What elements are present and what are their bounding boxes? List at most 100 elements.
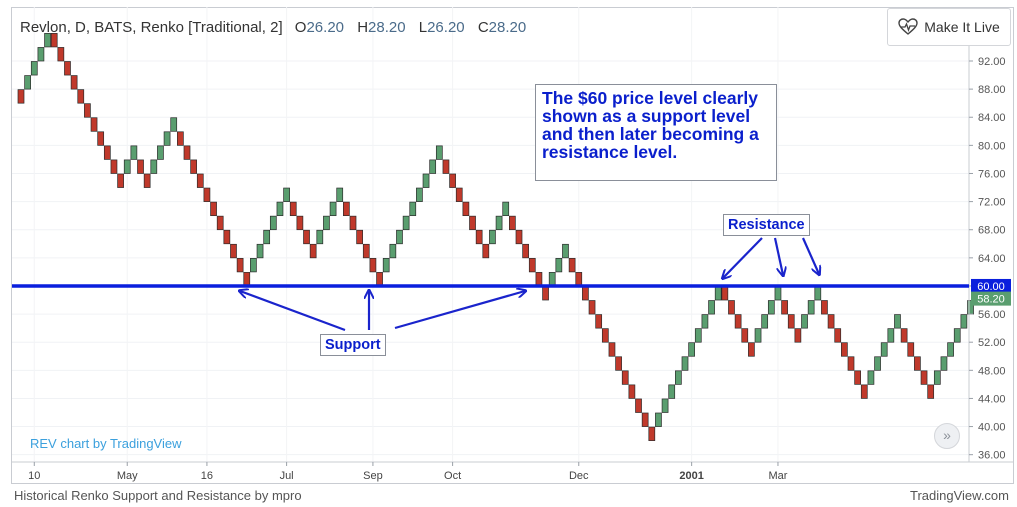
time-tick-label: Sep: [363, 470, 383, 482]
renko-brick-up: [694, 328, 702, 343]
renko-brick-up: [807, 300, 815, 315]
price-axis[interactable]: 92.00 88.00 84.00 80.00 76.00 72.00 68.00 64.00…: [968, 7, 1006, 462]
renko-brick-down: [748, 342, 755, 357]
scroll-to-realtime-button[interactable]: »: [934, 423, 960, 449]
renko-brick-down: [103, 145, 111, 160]
last-price-tag: 58.20: [977, 294, 1005, 306]
renko-brick-up: [701, 314, 709, 329]
renko-brick-down: [914, 356, 921, 371]
renko-brick-up: [489, 229, 496, 245]
chart-header: Revlon, D, BATS, Renko [Traditional, 2] …: [20, 19, 535, 36]
renko-brick-up: [661, 398, 669, 413]
renko-brick-up: [24, 75, 31, 90]
renko-brick-down: [303, 229, 310, 245]
renko-brick-down: [641, 412, 649, 427]
renko-brick-up: [867, 370, 875, 385]
renko-brick-up: [495, 215, 503, 231]
renko-brick-down: [535, 272, 543, 287]
resistance-arrow-right: [801, 237, 819, 274]
price-tick-label: 52.00: [978, 337, 1006, 349]
renko-brick-down: [648, 426, 656, 441]
renko-brick-up: [714, 286, 722, 301]
renko-brick-down: [216, 215, 224, 231]
renko-brick-up: [263, 229, 271, 245]
close-label: C: [477, 19, 489, 36]
renko-brick-up: [502, 201, 510, 217]
level-price-tag: 60.00: [977, 281, 1005, 293]
make-it-live-button[interactable]: Make It Live: [887, 8, 1011, 46]
renko-brick-down: [110, 159, 118, 174]
renko-brick-down: [927, 384, 935, 399]
high-value: 28.20: [368, 19, 406, 36]
renko-brick-down: [289, 201, 297, 217]
price-tick-label: 84.00: [978, 112, 1006, 124]
time-axis[interactable]: 10 May 16 Jul Sep Oct Dec 2001 Mar: [12, 461, 1014, 482]
renko-brick-up: [774, 286, 782, 301]
renko-brick-down: [582, 286, 589, 301]
close-value: 28.20: [488, 19, 527, 36]
renko-brick-down: [907, 342, 915, 357]
footer-brand[interactable]: TradingView.com: [910, 488, 1009, 503]
chart-frame: [11, 7, 1014, 484]
price-tick-label: 72.00: [978, 197, 1006, 209]
renko-brick-up: [754, 328, 762, 343]
renko-brick-up: [389, 243, 397, 259]
renko-brick-down: [243, 272, 251, 287]
renko-brick-down: [595, 314, 603, 329]
renko-brick-down: [449, 173, 456, 188]
renko-brick-up: [409, 201, 417, 217]
renko-brick-up: [123, 159, 131, 174]
renko-brick-up: [269, 215, 277, 231]
renko-brick-down: [442, 159, 450, 174]
renko-brick-down: [721, 286, 729, 301]
renko-brick-up: [761, 314, 769, 329]
low-value: 26.20: [427, 19, 465, 36]
renko-brick-down: [608, 342, 616, 357]
renko-brick-down: [635, 398, 642, 413]
renko-brick-down: [621, 370, 629, 385]
renko-brick-up: [429, 159, 437, 174]
renko-brick-up: [940, 356, 948, 371]
renko-brick-down: [601, 328, 609, 343]
renko-brick-down: [369, 257, 377, 273]
renko-brick-up: [256, 243, 264, 259]
renko-brick-up: [562, 243, 569, 259]
renko-brick-down: [57, 47, 65, 62]
renko-brick-down: [588, 300, 596, 315]
renko-brick-down: [309, 243, 317, 259]
renko-brick-down: [183, 145, 191, 160]
renko-brick-down: [50, 33, 58, 48]
open-value: 26.20: [306, 19, 345, 36]
renko-brick-down: [455, 187, 463, 202]
symbol-title[interactable]: Revlon, D, BATS, Renko [Traditional, 2]: [20, 19, 283, 36]
renko-brick-up: [276, 201, 284, 217]
renko-brick-down: [568, 257, 576, 273]
renko-brick-down: [177, 131, 184, 146]
renko-brick-down: [787, 314, 795, 329]
renko-bricks: [17, 33, 974, 441]
renko-brick-down: [210, 201, 217, 217]
renko-brick-down: [143, 173, 151, 188]
renko-brick-down: [469, 215, 476, 231]
renko-brick-down: [17, 89, 25, 104]
price-tick-label: 48.00: [978, 365, 1006, 377]
renko-brick-down: [97, 131, 105, 146]
renko-brick-down: [575, 272, 583, 287]
renko-brick-down: [900, 328, 908, 343]
heart-pulse-icon: [898, 18, 918, 35]
renko-brick-up: [44, 33, 51, 48]
renko-brick-up: [814, 286, 822, 301]
renko-brick-up: [960, 314, 968, 329]
renko-brick-up: [336, 187, 344, 202]
last-price-tag-bg: [971, 291, 1011, 306]
renko-brick-down: [343, 201, 350, 217]
renko-brick-up: [323, 215, 330, 231]
support-arrow-right: [394, 291, 525, 330]
renko-brick-down: [296, 215, 304, 231]
renko-brick-up: [316, 229, 324, 245]
renko-brick-up: [767, 300, 775, 315]
renko-brick-down: [728, 300, 735, 315]
chart-watermark[interactable]: REV chart by TradingView: [30, 436, 182, 451]
renko-brick-up: [435, 145, 443, 160]
